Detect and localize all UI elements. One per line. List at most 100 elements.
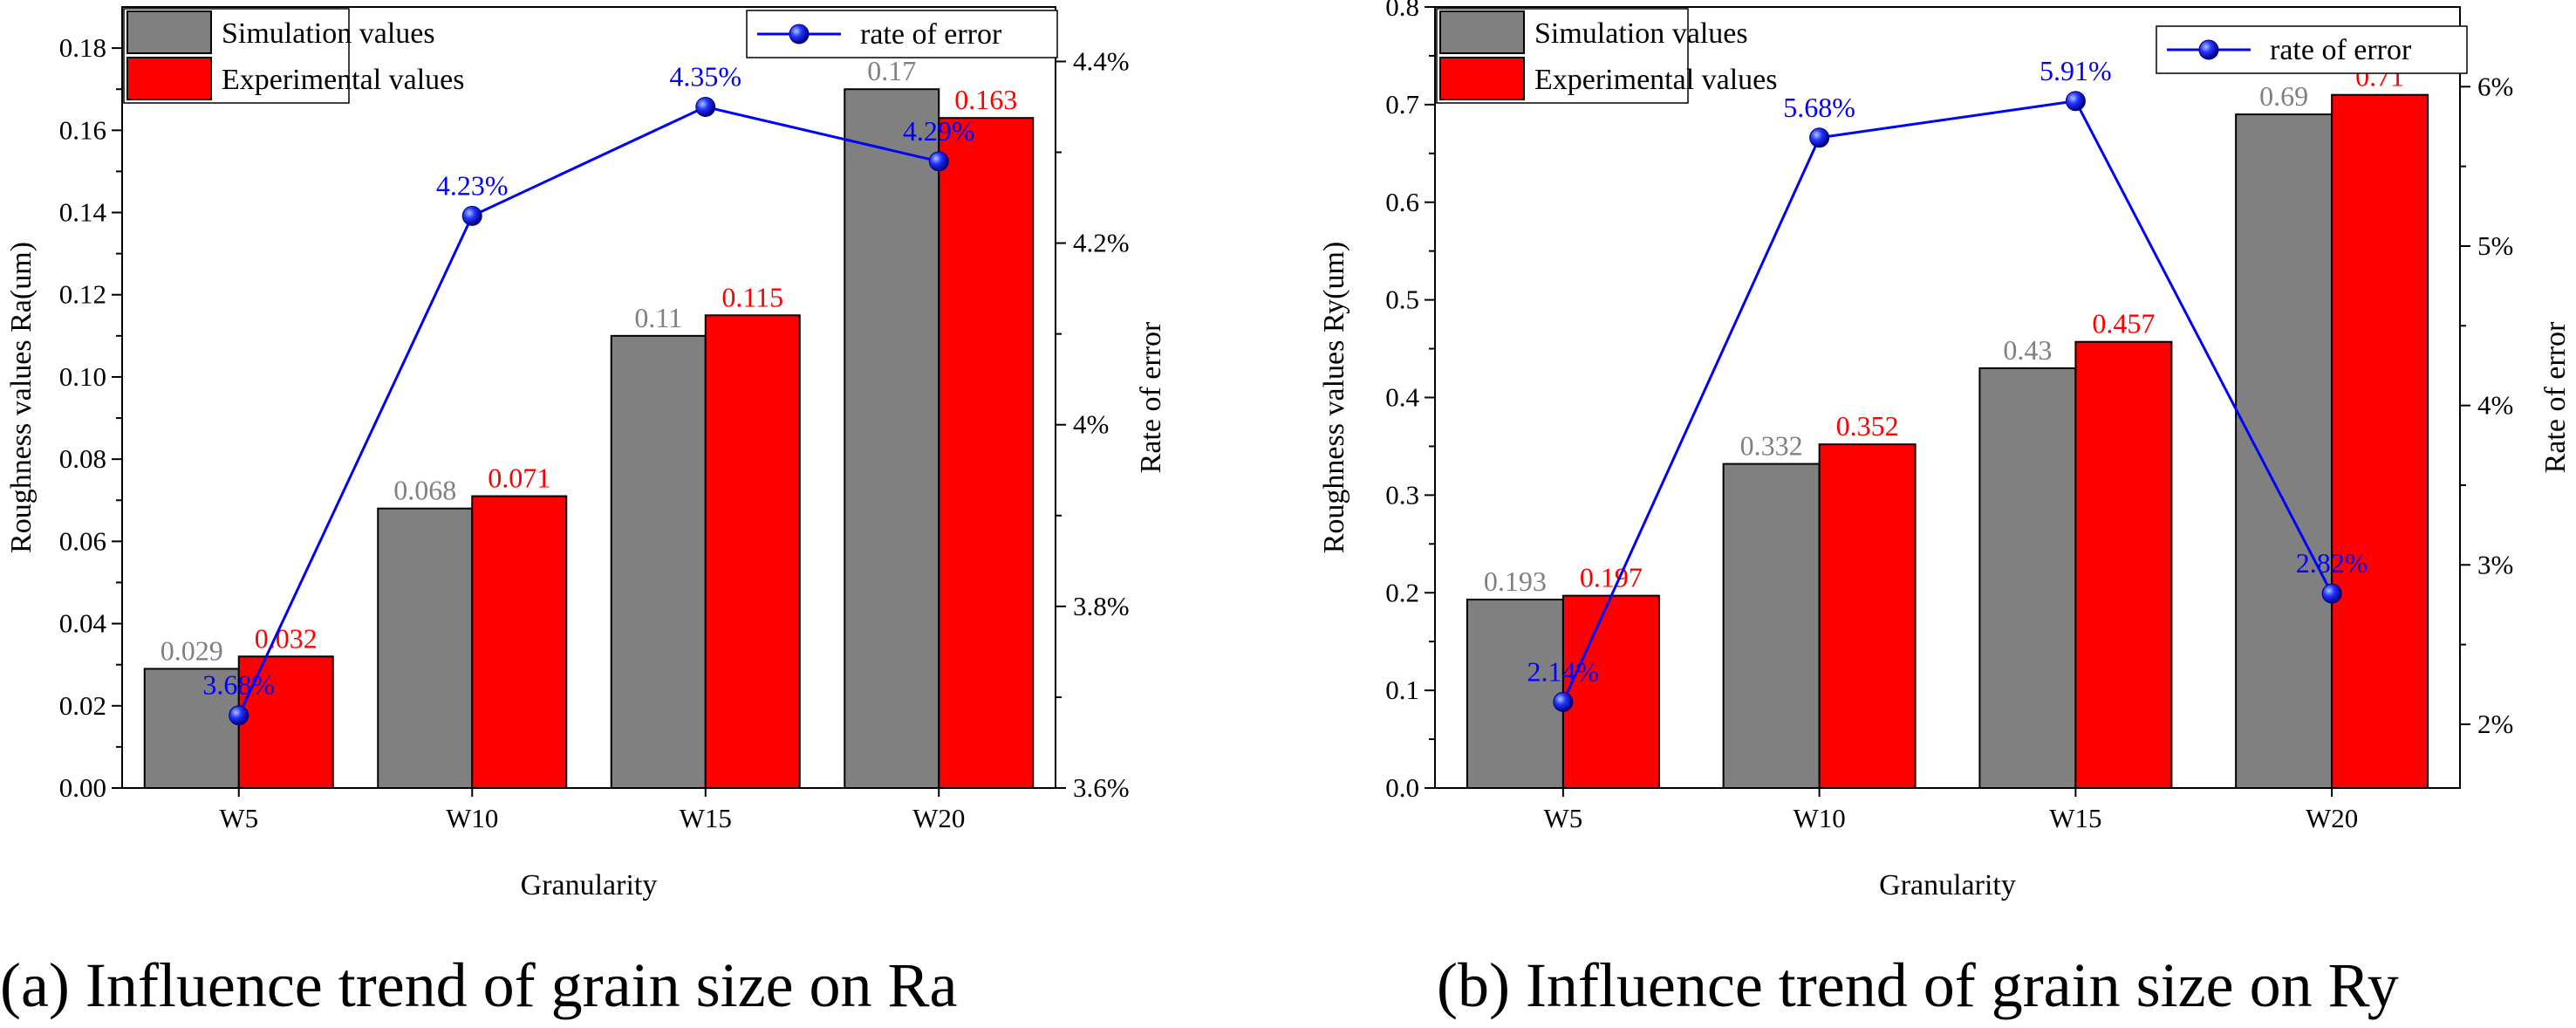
chart2-bar-simulation-label: 0.193 <box>1484 565 1547 597</box>
chart2-y2-tick-label: 4% <box>2477 390 2513 421</box>
chart1-bar-experimental-label: 0.115 <box>721 281 783 312</box>
chart2-legend-swatch-experimental <box>1439 57 1525 100</box>
chart1-bar-simulation-label: 0.11 <box>634 302 682 333</box>
chart1-y2-tick-label: 3.6% <box>1073 772 1130 803</box>
chart2-error-line <box>1561 99 2333 702</box>
chart1-x-tick-label: W10 <box>446 803 498 833</box>
chart1-y-tick-label: 0.10 <box>59 361 106 392</box>
chart2-bar-simulation-label: 0.43 <box>2003 334 2052 366</box>
chart1-error-point <box>461 205 482 226</box>
chart2-error-label: 5.91% <box>2040 55 2112 86</box>
chart2-bar-experimental-label: 0.352 <box>1836 410 1899 442</box>
chart1-bar-simulation-label: 0.068 <box>393 475 456 506</box>
chart2-error-label: 2.14% <box>1527 655 1600 687</box>
chart1-error-point <box>695 96 716 117</box>
chart1-error-label: 3.68% <box>202 669 275 701</box>
chart2-y-tick-label: 0.1 <box>1385 675 1419 705</box>
chart1-y2-tick-label: 4% <box>1073 409 1109 440</box>
chart1-bar-experimental-label: 0.032 <box>255 622 318 654</box>
chart2-y-tick-label: 0.0 <box>1385 772 1419 803</box>
chart2-bar-experimental <box>1818 443 1917 789</box>
chart1-bar-experimental <box>938 117 1035 789</box>
chart2-caption: (b) Influence trend of grain size on Ry <box>1437 950 2399 1020</box>
chart1-y-tick-label: 0.12 <box>59 279 106 310</box>
chart2-bar-simulation-label: 0.332 <box>1740 430 1803 462</box>
chart2-x-tick-label: W10 <box>1793 803 1845 833</box>
chart2-y-tick-label: 0.8 <box>1385 0 1419 22</box>
chart1-x-axis-title: Granularity <box>521 869 658 901</box>
chart1-error-point <box>229 705 249 726</box>
chart1-y-axis-title: Roughness values Ra(um) <box>5 242 38 553</box>
chart1-bar-simulation <box>844 88 940 790</box>
chart2-x-tick-label: W20 <box>2306 803 2358 833</box>
chart1-caption: (a) Influence trend of grain size on Ra <box>0 950 958 1020</box>
chart1-legend-line-marker <box>789 24 810 45</box>
chart1-legend-label-error: rate of error <box>860 18 1002 51</box>
chart1-bar-experimental-label: 0.071 <box>488 463 550 494</box>
chart1-error-line <box>237 105 940 716</box>
chart2-y-tick-label: 0.5 <box>1385 284 1419 315</box>
chart1-bar-experimental-label: 0.163 <box>954 84 1017 115</box>
chart1-legend-swatch-experimental <box>126 57 212 100</box>
chart1-legend-label-experimental: Experimental values <box>222 64 465 96</box>
chart2-error-point <box>2321 583 2342 604</box>
chart1-bar-simulation <box>143 668 240 789</box>
chart2-x-tick-label: W5 <box>1543 803 1582 833</box>
chart1-y-tick-label: 0.00 <box>59 772 106 803</box>
chart2-y2-tick-label: 3% <box>2477 549 2513 579</box>
chart1-bar-simulation <box>610 334 707 789</box>
chart2-legend-label-experimental: Experimental values <box>1534 64 1778 96</box>
chart1-y2-tick-label: 4.2% <box>1073 228 1130 258</box>
chart1-error-label: 4.23% <box>436 169 509 201</box>
chart1-y-tick-label: 0.02 <box>59 690 106 721</box>
chart1-legend-swatch-simulation <box>126 10 212 54</box>
chart1-x-tick-label: W20 <box>912 803 965 833</box>
chart2-bar-experimental-label: 0.197 <box>1580 562 1643 593</box>
chart2-y-tick-label: 0.3 <box>1385 479 1419 510</box>
chart2-y2-tick-label: 5% <box>2477 230 2513 261</box>
chart1-bar-experimental <box>471 495 568 789</box>
chart1-y-tick-label: 0.18 <box>59 32 106 63</box>
chart1-x-tick-label: W15 <box>680 803 732 833</box>
chart2-legend-line-marker <box>2198 39 2219 60</box>
chart2-bar-experimental-label: 0.457 <box>2092 308 2155 339</box>
chart2-error-point <box>1809 127 1830 148</box>
chart1-error-label: 4.29% <box>903 115 975 147</box>
chart2-bar-experimental <box>2331 93 2429 789</box>
chart2-bar-experimental <box>2074 340 2173 789</box>
chart1-y2-tick-label: 3.8% <box>1073 591 1130 621</box>
chart1-error-label: 4.35% <box>669 60 741 92</box>
chart2-error-label: 2.82% <box>2296 547 2368 579</box>
chart2-y2-axis-title: Rate of error <box>2539 321 2572 473</box>
chart2-bar-experimental <box>1561 594 1660 790</box>
chart2-bar-simulation-label: 0.69 <box>2259 80 2308 112</box>
chart2-legend-label-error: rate of error <box>2270 34 2412 66</box>
chart1-error-point <box>928 151 949 172</box>
chart2-error-point <box>1553 691 1574 712</box>
chart1-y-tick-label: 0.06 <box>59 525 106 556</box>
chart2-x-axis-title: Granularity <box>1879 869 2016 901</box>
chart2-x-tick-label: W15 <box>2049 803 2101 833</box>
chart1-x-tick-label: W5 <box>219 803 258 833</box>
chart1-bar-simulation-label: 0.17 <box>867 55 916 86</box>
chart2-bar-simulation <box>1466 599 1564 789</box>
chart1-bar-experimental <box>704 314 801 789</box>
chart2-error-label: 5.68% <box>1783 92 1855 123</box>
chart1-y-tick-label: 0.16 <box>59 114 106 145</box>
chart1-y2-tick-label: 4.4% <box>1073 45 1130 76</box>
chart2-y-tick-label: 0.7 <box>1385 89 1419 120</box>
chart1-bar-simulation-label: 0.029 <box>161 634 223 666</box>
chart1-y-tick-label: 0.04 <box>59 608 107 639</box>
chart2-legend-label-simulation: Simulation values <box>1534 17 1748 50</box>
chart2-bar-simulation <box>2235 113 2333 789</box>
chart1-legend-label-simulation: Simulation values <box>222 17 435 50</box>
chart2-y-tick-label: 0.4 <box>1385 382 1419 413</box>
chart2-bar-simulation <box>1978 367 2077 789</box>
chart2-y-tick-label: 0.6 <box>1385 187 1419 217</box>
chart1-plot-frame <box>121 6 1056 789</box>
chart1-y2-axis-title: Rate of error <box>1135 321 1167 473</box>
chart2-y2-tick-label: 6% <box>2477 71 2513 101</box>
chart2-y2-tick-label: 2% <box>2477 709 2513 739</box>
